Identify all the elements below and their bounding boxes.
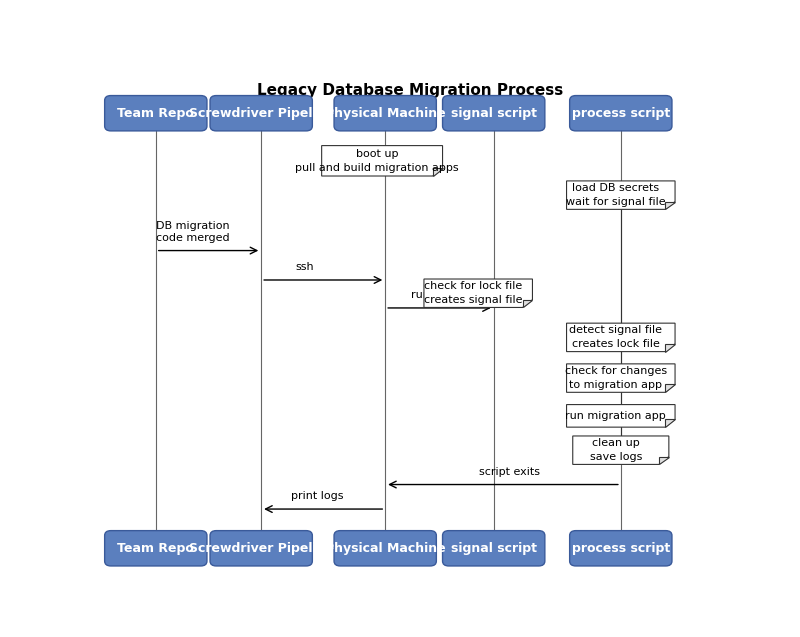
Polygon shape (566, 364, 675, 392)
FancyBboxPatch shape (210, 96, 312, 131)
FancyBboxPatch shape (442, 531, 545, 566)
Text: boot up
pull and build migration apps: boot up pull and build migration apps (295, 149, 459, 173)
Polygon shape (322, 146, 442, 176)
FancyBboxPatch shape (105, 531, 207, 566)
Polygon shape (522, 299, 533, 308)
FancyBboxPatch shape (334, 96, 436, 131)
Text: signal script: signal script (450, 107, 537, 120)
Text: detect signal file
creates lock file: detect signal file creates lock file (570, 326, 662, 349)
Polygon shape (665, 201, 675, 210)
Text: check for changes
to migration app: check for changes to migration app (565, 366, 667, 390)
Text: script exits: script exits (478, 467, 540, 476)
Text: Screwdriver Pipeline: Screwdriver Pipeline (189, 107, 334, 120)
Text: run script: run script (411, 290, 465, 300)
Text: Legacy Database Migration Process: Legacy Database Migration Process (257, 83, 563, 97)
Polygon shape (424, 279, 533, 308)
Text: Team Repo: Team Repo (118, 542, 194, 555)
Text: check for lock file
creates signal file: check for lock file creates signal file (424, 282, 522, 305)
Polygon shape (659, 457, 669, 464)
FancyBboxPatch shape (105, 96, 207, 131)
Text: run migration app: run migration app (566, 411, 666, 421)
FancyBboxPatch shape (334, 531, 436, 566)
FancyBboxPatch shape (570, 96, 672, 131)
Text: ssh: ssh (295, 262, 314, 272)
Text: process script: process script (572, 107, 670, 120)
FancyBboxPatch shape (570, 531, 672, 566)
Text: Physical Machine: Physical Machine (325, 107, 446, 120)
Text: DB migration
code merged: DB migration code merged (156, 221, 230, 243)
FancyBboxPatch shape (442, 96, 545, 131)
Text: print logs: print logs (290, 491, 343, 501)
Polygon shape (665, 344, 675, 352)
Polygon shape (433, 168, 442, 176)
Text: Team Repo: Team Repo (118, 107, 194, 120)
Polygon shape (665, 419, 675, 427)
Text: Physical Machine: Physical Machine (325, 542, 446, 555)
FancyBboxPatch shape (210, 531, 312, 566)
Text: Screwdriver Pipeline: Screwdriver Pipeline (189, 542, 334, 555)
Text: signal script: signal script (450, 542, 537, 555)
Text: process script: process script (572, 542, 670, 555)
Text: load DB secrets
wait for signal file: load DB secrets wait for signal file (566, 183, 666, 207)
Polygon shape (566, 181, 675, 210)
Polygon shape (573, 436, 669, 464)
Polygon shape (566, 323, 675, 352)
Polygon shape (665, 385, 675, 392)
Polygon shape (566, 404, 675, 427)
Text: clean up
save logs: clean up save logs (590, 438, 642, 462)
